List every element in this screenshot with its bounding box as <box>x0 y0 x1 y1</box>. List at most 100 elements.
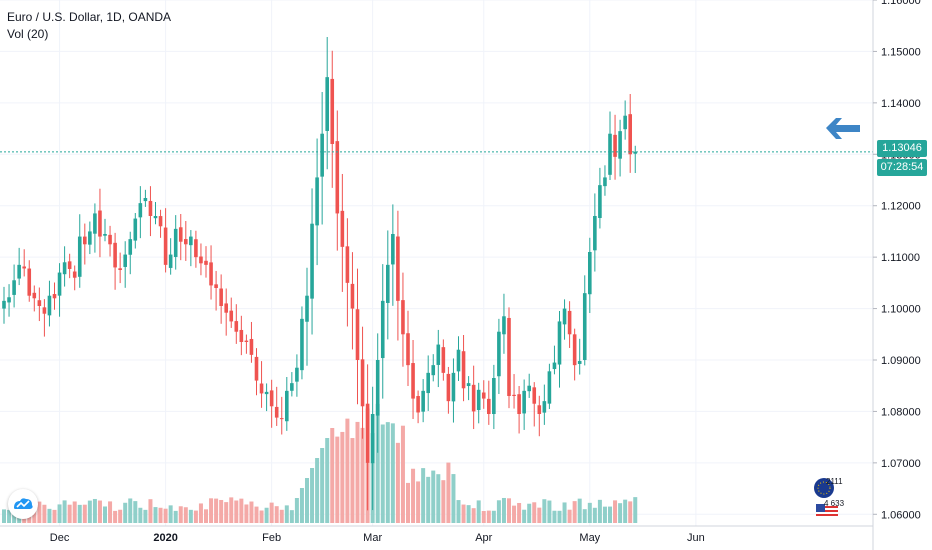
candle-body <box>249 338 254 355</box>
candle-body <box>274 406 279 418</box>
volume-bar <box>390 423 395 523</box>
price-axis[interactable]: 1.160001.150001.140001.130001.120001.110… <box>872 0 921 550</box>
current-price-tag: 1.13046 <box>877 140 927 157</box>
candle-body <box>411 363 415 399</box>
volume-bar <box>582 509 587 523</box>
candle-body <box>67 261 72 269</box>
volume-bar <box>557 510 562 523</box>
volume-bar <box>613 500 618 523</box>
candle-body <box>598 185 602 219</box>
candle-body <box>350 283 355 309</box>
volume-bar <box>572 501 577 523</box>
candle-body <box>47 295 52 316</box>
candle-body <box>613 134 617 157</box>
candle-body <box>512 394 516 396</box>
volume-bar <box>158 507 163 523</box>
candle-body <box>588 252 592 295</box>
volume-bar <box>517 502 522 523</box>
candle-body <box>103 234 107 236</box>
candle-body <box>522 390 526 414</box>
y-tick-label: 1.16000 <box>881 0 921 7</box>
time-axis[interactable]: Dec 2020 Feb Mar Apr May Jun <box>0 525 873 544</box>
volume-bar <box>193 510 198 523</box>
candle-body <box>259 383 264 394</box>
volume-bar <box>239 498 244 523</box>
volume-bar <box>426 476 431 523</box>
candle-body <box>300 318 304 371</box>
candle-body <box>264 391 269 395</box>
candle-body <box>461 351 466 389</box>
volume-bars <box>2 403 638 523</box>
candle-body <box>290 383 294 391</box>
tradingview-logo-icon[interactable] <box>8 489 38 519</box>
candle-body <box>285 390 289 422</box>
candle-body <box>562 308 567 325</box>
candle-body <box>219 288 223 306</box>
candle-body <box>123 254 127 267</box>
volume-bar <box>345 418 350 523</box>
volume-bar <box>138 507 143 523</box>
candle-body <box>340 210 345 247</box>
candle-body <box>199 256 203 264</box>
y-tick-label: 1.10000 <box>881 304 921 316</box>
candle-body <box>416 396 420 413</box>
volume-bar <box>87 500 92 523</box>
candle-body <box>57 272 62 296</box>
left-arrow-icon <box>826 118 860 139</box>
candle-body <box>537 405 542 414</box>
candle-body <box>279 418 284 420</box>
volume-bar <box>411 468 416 523</box>
candle-body <box>436 344 441 365</box>
volume-bar <box>355 421 360 523</box>
volume-bar <box>340 431 345 523</box>
candle-body <box>396 236 400 301</box>
volume-bar <box>37 501 42 523</box>
candle-body <box>204 260 208 265</box>
x-tick-label: Mar <box>363 532 382 544</box>
volume-bar <box>143 509 148 523</box>
candle-body <box>108 234 112 245</box>
volume-bar <box>274 506 279 523</box>
volume-bar <box>113 510 118 523</box>
volume-bar <box>57 504 62 523</box>
candle-body <box>603 177 607 187</box>
volume-bar <box>209 498 214 523</box>
y-tick-label: 1.07000 <box>881 458 921 470</box>
volume-bar <box>118 509 123 523</box>
candle-body <box>527 385 531 392</box>
volume-bar <box>577 498 582 523</box>
volume-bar <box>512 505 517 523</box>
volume-bar <box>451 474 456 523</box>
currency-flags-badge: 2111 4 633 <box>812 476 856 522</box>
candle-body <box>582 293 587 361</box>
candle-body <box>618 131 622 159</box>
candle-body <box>360 359 365 407</box>
candle-body <box>295 367 299 382</box>
volume-bar <box>537 507 542 523</box>
volume-bar <box>67 504 72 523</box>
flag-number-bottom: 4 633 <box>824 499 845 508</box>
candle-body <box>244 340 249 342</box>
volume-bar <box>562 502 567 523</box>
volume-bar <box>496 500 501 523</box>
volume-bar <box>567 509 572 523</box>
volume-bar <box>289 510 294 523</box>
volume-bar <box>320 448 325 523</box>
candle-body <box>547 371 552 404</box>
candle-body <box>451 372 456 402</box>
candle-body <box>148 200 153 216</box>
volume-bar <box>224 502 229 523</box>
candle-body <box>77 236 82 277</box>
x-tick-label: May <box>579 532 600 544</box>
volume-bar <box>628 501 633 523</box>
candle-body <box>153 216 158 219</box>
volume-bar <box>148 499 153 523</box>
candle-body <box>168 254 173 268</box>
volume-bar <box>441 480 446 523</box>
x-tick-label: Dec <box>50 532 70 544</box>
symbol-title[interactable]: Euro / U.S. Dollar, 1D, OANDA <box>7 10 172 24</box>
candle-body <box>93 213 97 234</box>
volume-indicator-label[interactable]: Vol (20) <box>7 27 49 41</box>
candle-body <box>345 246 350 283</box>
